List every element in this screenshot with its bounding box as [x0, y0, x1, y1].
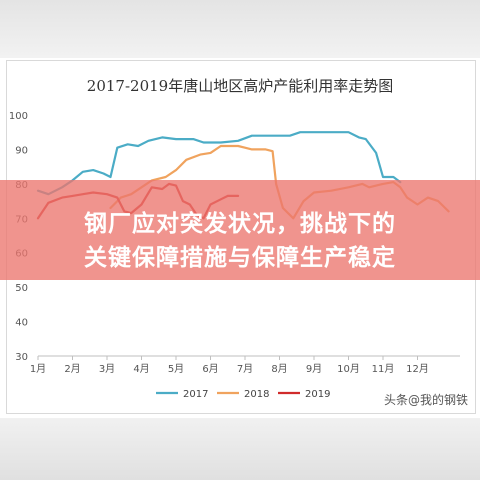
top-background-band [0, 0, 480, 58]
bottom-background-band [0, 418, 480, 480]
x-tick-label: 11月 [372, 363, 395, 375]
headline-line-2: 关键保障措施与保障生产稳定 [84, 245, 396, 271]
x-tick-label: 12月 [406, 363, 429, 375]
x-tick-label: 8月 [271, 363, 287, 375]
headline-banner: 钢厂应对突发状况，挑战下的 关键保障措施与保障生产稳定 [0, 180, 480, 280]
x-tick-label: 7月 [237, 363, 253, 375]
chart-title: 2017-2019年唐山地区高炉产能利用率走势图 [86, 77, 394, 95]
x-tick-label: 2月 [64, 363, 80, 375]
legend-label-2019: 2019 [305, 389, 330, 400]
x-tick-label: 6月 [202, 363, 218, 375]
y-tick-label: 40 [15, 318, 28, 329]
x-tick-label: 10月 [337, 363, 360, 375]
legend-label-2017: 2017 [183, 389, 208, 400]
headline-line-1: 钢厂应对突发状况，挑战下的 [84, 211, 396, 237]
x-tick-label: 3月 [99, 363, 115, 375]
x-tick-label: 9月 [306, 363, 322, 375]
y-tick-label: 50 [15, 283, 28, 294]
x-tick-label: 5月 [168, 363, 184, 375]
y-tick-label: 90 [15, 145, 28, 156]
series-line-2017 [36, 131, 402, 196]
legend: 2017 2018 2019 [156, 389, 330, 400]
source-watermark: 头条@我的钢铁 [383, 393, 468, 407]
legend-label-2018: 2018 [244, 389, 269, 400]
x-tick-label: 1月 [30, 363, 46, 375]
y-tick-label: 30 [15, 352, 28, 363]
y-tick-label: 100 [9, 111, 28, 122]
x-tick-label: 4月 [133, 363, 149, 375]
